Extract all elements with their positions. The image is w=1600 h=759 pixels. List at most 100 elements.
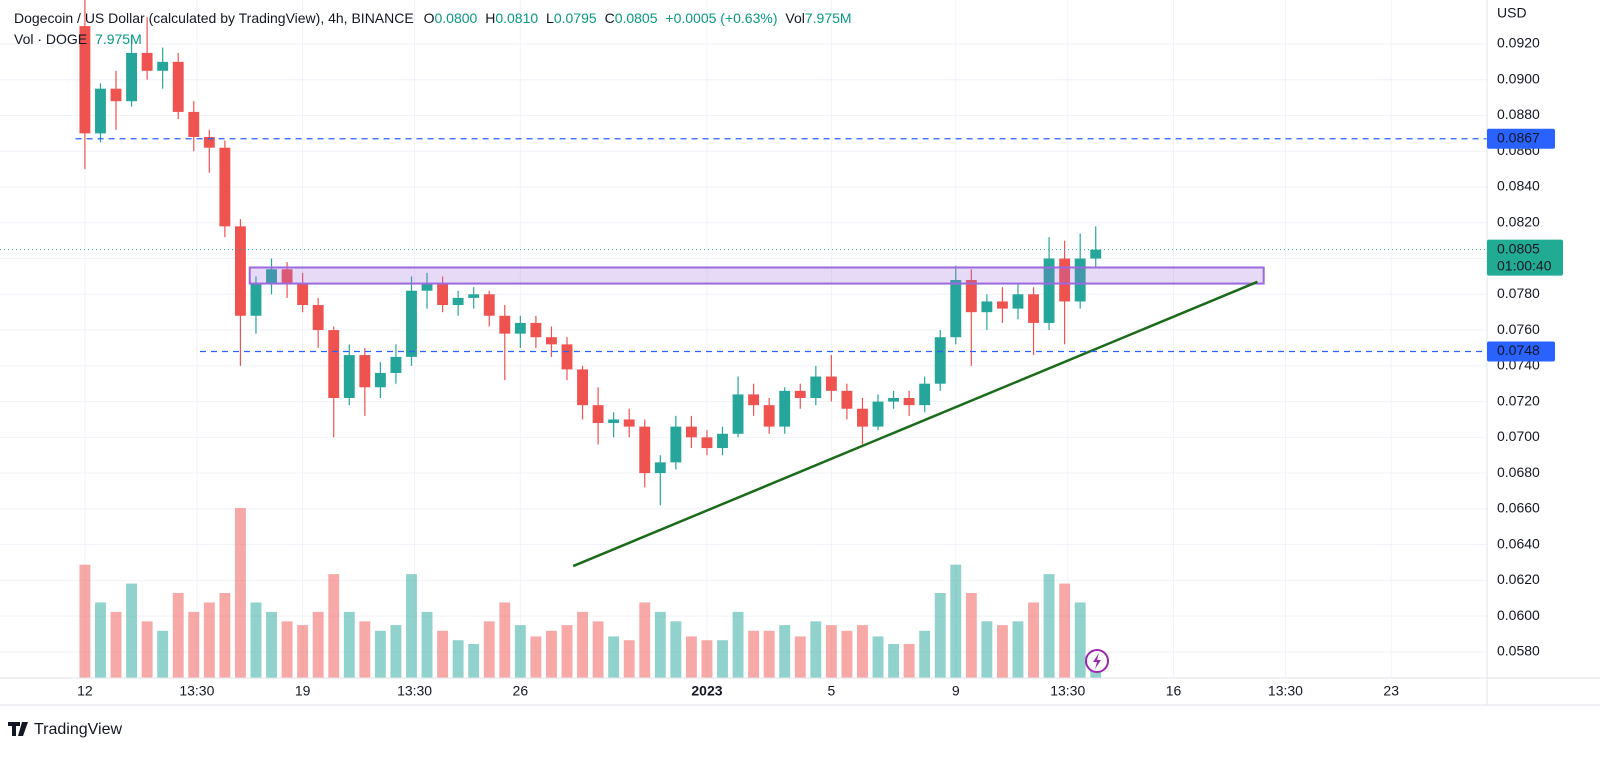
- y-tick-label: 0.0880: [1497, 106, 1540, 122]
- brand: TradingView: [8, 721, 122, 738]
- replay-icon[interactable]: [1085, 649, 1109, 673]
- volume-bar: [514, 625, 526, 678]
- candle-body: [685, 426, 697, 438]
- y-tick-label: 0.0640: [1497, 535, 1540, 551]
- candle-body: [965, 279, 977, 313]
- drawings: [0, 138, 1487, 568]
- volume-legend: Vol · DOGE 7.975M: [14, 31, 142, 47]
- volume-bar: [157, 630, 169, 678]
- x-tick-label: 9: [952, 683, 960, 699]
- volume-bar: [1059, 583, 1071, 678]
- candle-body: [779, 390, 791, 427]
- currency-label: USD: [1497, 5, 1527, 21]
- candle-body: [872, 401, 884, 427]
- volume-bar: [172, 593, 184, 678]
- h-label: H: [485, 10, 495, 26]
- volume-bar: [825, 625, 837, 678]
- l-value: 0.0795: [554, 10, 597, 26]
- x-tick-label: 12: [77, 683, 93, 699]
- candle-body: [437, 283, 449, 306]
- volume-bar: [794, 636, 806, 678]
- volume-pane-label: Vol · DOGE: [14, 31, 87, 47]
- volume-bar: [499, 602, 511, 678]
- volume-bar: [654, 611, 666, 678]
- volume-bar: [95, 602, 106, 678]
- y-tick-label: 0.0620: [1497, 571, 1540, 587]
- candle-body: [748, 394, 760, 406]
- volume-bar: [234, 508, 246, 678]
- volume-bar: [297, 625, 309, 678]
- o-value: 0.0800: [434, 10, 477, 26]
- volume-pane-value: 7.975M: [95, 31, 142, 47]
- y-tick-label: 0.0600: [1497, 607, 1540, 623]
- volume-bar: [250, 602, 262, 678]
- icon-bolt: [1093, 653, 1101, 669]
- volume-bar: [203, 602, 215, 678]
- y-tick-label: 0.0840: [1497, 178, 1540, 194]
- x-tick-label: 13:30: [1050, 683, 1085, 699]
- candle-body: [841, 390, 853, 409]
- candle-body: [903, 398, 915, 406]
- candle-body: [79, 26, 91, 134]
- candle-body: [281, 269, 293, 284]
- candle-body: [654, 462, 666, 474]
- y-tick-label: 0.0760: [1497, 321, 1540, 337]
- x-tick-label: 16: [1166, 683, 1182, 699]
- trendline: [572, 280, 1258, 568]
- candle-body: [1090, 249, 1102, 259]
- candle-body: [717, 433, 728, 449]
- volume-bar: [452, 640, 464, 678]
- candle-body: [1059, 258, 1071, 302]
- candle-body: [219, 147, 231, 227]
- candle-body: [406, 290, 417, 357]
- volume-bar: [685, 636, 697, 678]
- price-label: 0.0748: [1497, 342, 1540, 358]
- candle-body: [203, 136, 215, 148]
- candle-body: [343, 355, 355, 399]
- volume-bar: [903, 644, 915, 678]
- candle-body: [483, 294, 495, 316]
- volume-bar: [748, 630, 760, 678]
- volume-bar: [188, 611, 200, 678]
- last-price-box: [1487, 239, 1563, 276]
- h-value: 0.0810: [495, 10, 538, 26]
- candle-body: [95, 88, 106, 134]
- volume-bar: [981, 621, 993, 678]
- candle-body: [1012, 294, 1024, 309]
- volume-bar: [374, 630, 386, 678]
- volume-bar: [421, 611, 433, 678]
- candle-body: [919, 383, 931, 406]
- vol-label: Vol: [785, 10, 804, 26]
- volume-pane: [79, 508, 1102, 678]
- volume-bar: [1012, 621, 1024, 678]
- symbol: Dogecoin / US Dollar (calculated by Trad…: [14, 10, 414, 26]
- candles: [79, 0, 1102, 506]
- candle-body: [421, 283, 433, 291]
- o-label: O: [424, 10, 435, 26]
- volume-bar: [608, 636, 620, 678]
- candle-body: [499, 315, 511, 334]
- volume-bar: [639, 602, 651, 678]
- volume-bar: [390, 625, 402, 678]
- x-tick-label: 26: [513, 683, 529, 699]
- candle-body: [763, 405, 775, 427]
- candle-body: [981, 301, 993, 313]
- volume-bar: [888, 644, 900, 678]
- volume-bar: [841, 630, 853, 678]
- price-label-box: [1487, 341, 1555, 362]
- grid: [0, 0, 1487, 678]
- y-tick-label: 0.0680: [1497, 464, 1540, 480]
- price-label-box: [1487, 128, 1555, 149]
- y-tick-label: 0.0820: [1497, 213, 1540, 229]
- change: +0.0005 (+0.63%): [665, 10, 777, 26]
- volume-bar: [281, 621, 293, 678]
- candle-body: [810, 376, 822, 399]
- c-label: C: [605, 10, 615, 26]
- volume-bar: [577, 611, 588, 678]
- volume-bar: [1028, 602, 1039, 678]
- brand-logo: [8, 722, 28, 736]
- candle-body: [794, 390, 806, 399]
- candle-body: [577, 369, 588, 406]
- volume-bar: [219, 593, 231, 678]
- candle-body: [172, 61, 184, 112]
